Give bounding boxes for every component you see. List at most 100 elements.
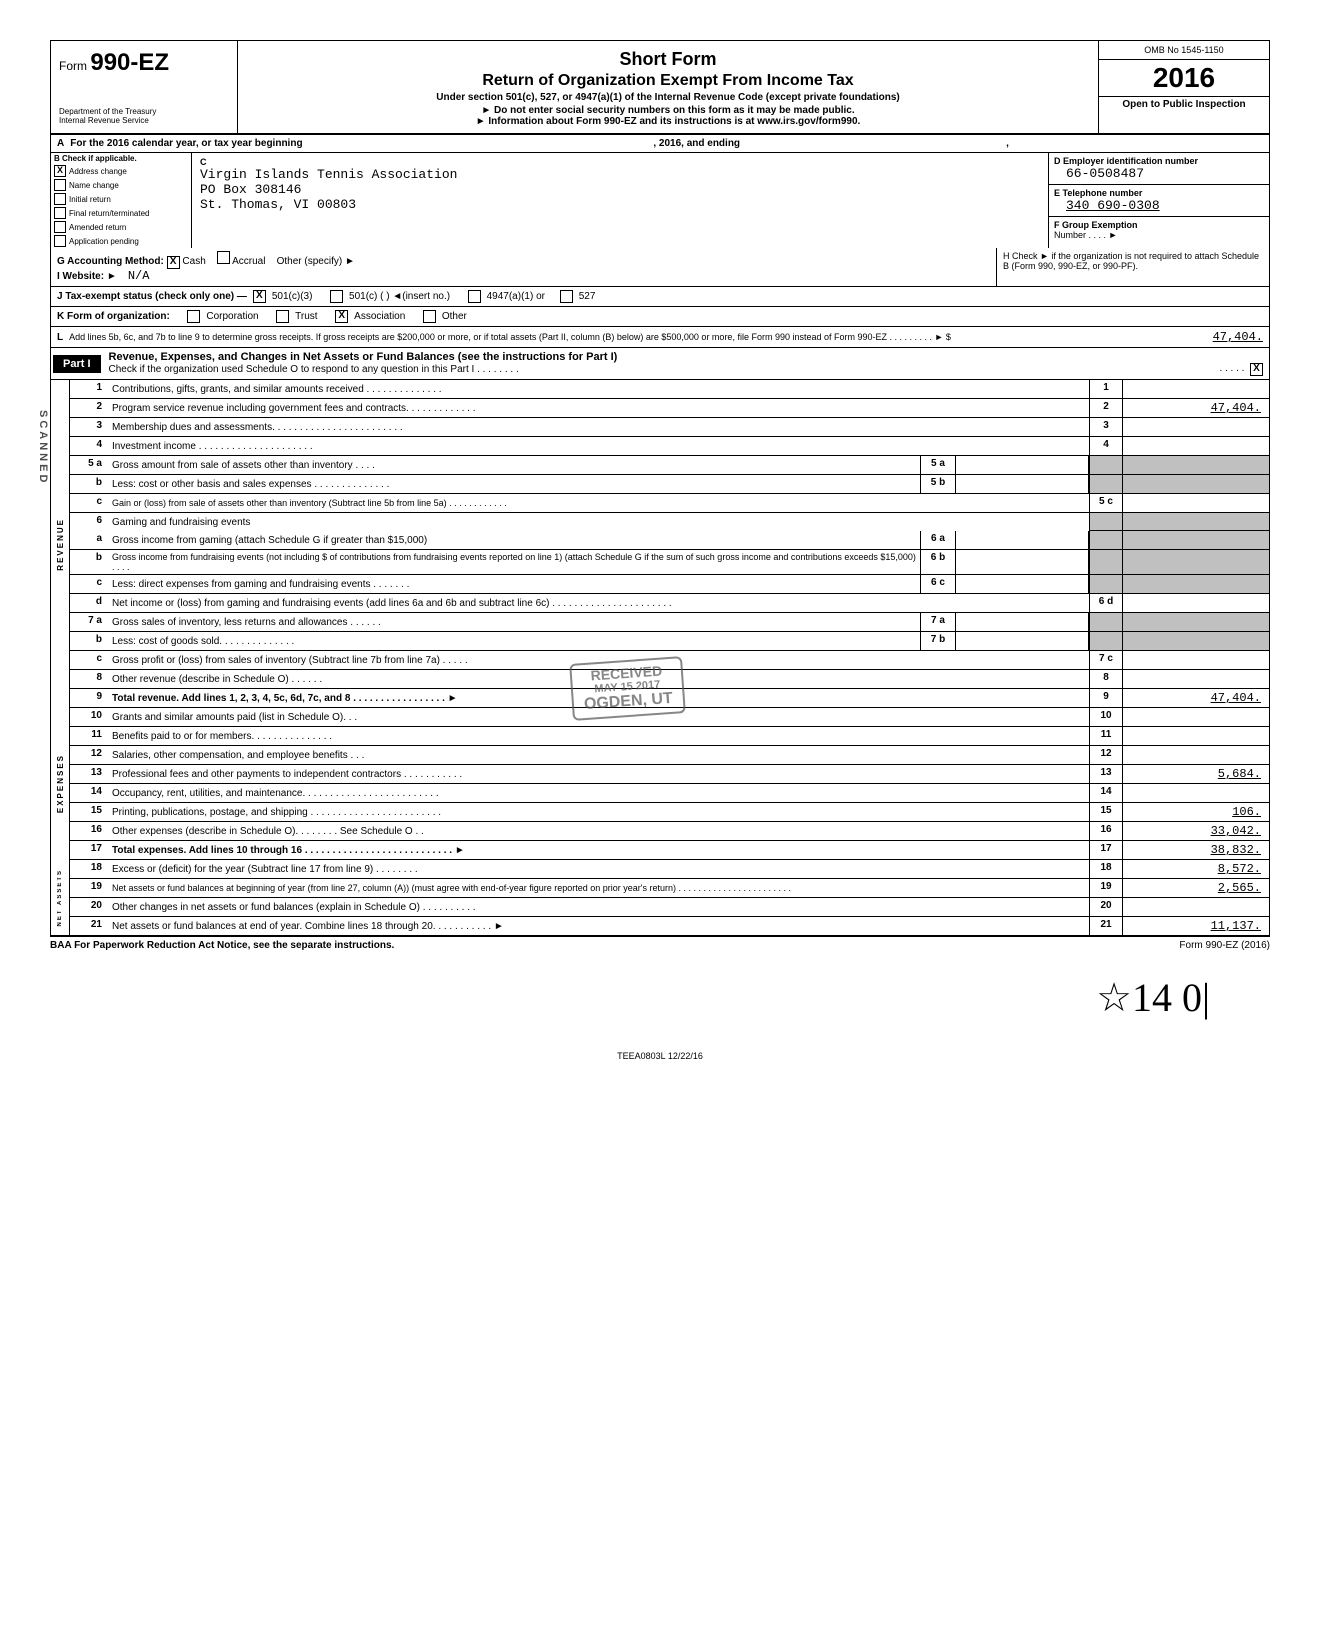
line-7b-midbox: 7 b: [920, 632, 956, 650]
chk-address-box[interactable]: X: [54, 165, 66, 177]
j-4947: 4947(a)(1) or: [487, 291, 545, 302]
col-c: C Virgin Islands Tennis Association PO B…: [192, 153, 1049, 248]
form-header: Form 990-EZ Department of the Treasury I…: [50, 40, 1270, 135]
line-16-nbox: 16: [1089, 822, 1122, 840]
row-gih: G Accounting Method: X Cash Accrual Othe…: [50, 248, 1270, 287]
line-6d-desc: Net income or (loss) from gaming and fun…: [108, 594, 1089, 612]
line-6b-midamt: [956, 550, 1089, 574]
part1-title-wrap: Revenue, Expenses, and Changes in Net As…: [103, 348, 1269, 379]
line-21-nbox: 21: [1089, 917, 1122, 935]
line-6b-nbox: [1089, 550, 1122, 574]
chk-initial-lbl: Initial return: [69, 195, 111, 204]
line-21-num: 21: [70, 917, 108, 935]
chk-amended-box[interactable]: [54, 221, 66, 233]
g-cash: Cash: [182, 256, 205, 267]
signature: ☆14 0|: [50, 954, 1270, 1021]
j-501c-box[interactable]: [330, 290, 343, 303]
line-10-amt: [1122, 708, 1269, 726]
d-box: D Employer identification number 66-0508…: [1049, 153, 1269, 185]
form-prefix-text: Form: [59, 59, 87, 73]
chk-app-lbl: Application pending: [69, 237, 139, 246]
org-city: St. Thomas, VI 00803: [200, 197, 1040, 212]
chk-initial: Initial return: [51, 192, 191, 206]
k-trust-box[interactable]: [276, 310, 289, 323]
k-other-box[interactable]: [423, 310, 436, 323]
k-assoc-box[interactable]: X: [335, 310, 348, 323]
line-13-desc: Professional fees and other payments to …: [108, 765, 1089, 783]
part1-title: Revenue, Expenses, and Changes in Net As…: [109, 351, 1263, 363]
line-5c: c Gain or (loss) from sale of assets oth…: [70, 494, 1269, 513]
line-14-nbox: 14: [1089, 784, 1122, 802]
chk-app-box[interactable]: [54, 235, 66, 247]
line-7c-desc: Gross profit or (loss) from sales of inv…: [108, 651, 1089, 669]
line-7a-desc: Gross sales of inventory, less returns a…: [108, 613, 920, 631]
line-12-num: 12: [70, 746, 108, 764]
row-l: L Add lines 5b, 6c, and 7b to line 9 to …: [50, 327, 1270, 348]
line-5b-nbox: [1089, 475, 1122, 493]
line-6c: c Less: direct expenses from gaming and …: [70, 575, 1269, 594]
j-4947-box[interactable]: [468, 290, 481, 303]
g-accr: Accrual: [232, 256, 265, 267]
open-public: Open to Public Inspection: [1099, 97, 1269, 112]
line-18: 18 Excess or (deficit) for the year (Sub…: [70, 860, 1269, 879]
right-box: OMB No 1545-1150 2016 Open to Public Ins…: [1099, 41, 1269, 133]
col-c-letter: C: [200, 157, 1040, 167]
line-18-nbox: 18: [1089, 860, 1122, 878]
line-6c-desc: Less: direct expenses from gaming and fu…: [108, 575, 920, 593]
line-5a-midamt: [956, 456, 1089, 474]
line-3-desc: Membership dues and assessments. . . . .…: [108, 418, 1089, 436]
chk-initial-box[interactable]: [54, 193, 66, 205]
row-h: H Check ► if the organization is not req…: [996, 248, 1269, 286]
line-5b-desc: Less: cost or other basis and sales expe…: [108, 475, 920, 493]
part1-sub-box[interactable]: X: [1250, 363, 1263, 376]
f-box: F Group Exemption Number . . . . ►: [1049, 217, 1269, 243]
g-cash-box[interactable]: X: [167, 256, 180, 269]
line-2-nbox: 2: [1089, 399, 1122, 417]
line-9-desc: Total revenue. Add lines 1, 2, 3, 4, 5c,…: [108, 689, 1089, 707]
line-19-desc: Net assets or fund balances at beginning…: [108, 879, 1089, 897]
l-text: Add lines 5b, 6c, and 7b to line 9 to de…: [69, 332, 951, 343]
line-7b-amt: [1122, 632, 1269, 650]
g-accr-box[interactable]: [217, 251, 230, 264]
chk-name-lbl: Name change: [69, 181, 119, 190]
line-3: 3 Membership dues and assessments. . . .…: [70, 418, 1269, 437]
line-15-num: 15: [70, 803, 108, 821]
line-7a-num: 7 a: [70, 613, 108, 631]
k-other: Other: [442, 311, 467, 322]
chk-final-box[interactable]: [54, 207, 66, 219]
line-5a-amt: [1122, 456, 1269, 474]
subtitle: Under section 501(c), 527, or 4947(a)(1)…: [244, 92, 1092, 103]
line-15-amt: 106.: [1122, 803, 1269, 821]
title-box: Short Form Return of Organization Exempt…: [238, 41, 1099, 133]
chk-name-box[interactable]: [54, 179, 66, 191]
revenue-side: REVENUE: [51, 380, 70, 708]
line-19: 19 Net assets or fund balances at beginn…: [70, 879, 1269, 898]
dept-box: Department of the Treasury Internal Reve…: [59, 107, 229, 125]
j-527-box[interactable]: [560, 290, 573, 303]
line-7c-num: c: [70, 651, 108, 669]
netassets-lines: 18 Excess or (deficit) for the year (Sub…: [70, 860, 1269, 935]
line-6b-num: b: [70, 550, 108, 574]
j-501c: 501(c) ( ) ◄(insert no.): [349, 291, 450, 302]
h-text: H Check ► if the organization is not req…: [1003, 251, 1259, 271]
k-corp-box[interactable]: [187, 310, 200, 323]
arrow1: ► Do not enter social security numbers o…: [244, 105, 1092, 116]
line-18-amt: 8,572.: [1122, 860, 1269, 878]
j-501c3-box[interactable]: X: [253, 290, 266, 303]
row-g: G Accounting Method: X Cash Accrual Othe…: [57, 251, 990, 269]
k-assoc: Association: [354, 311, 405, 322]
line-7b-num: b: [70, 632, 108, 650]
line-16: 16 Other expenses (describe in Schedule …: [70, 822, 1269, 841]
i-val: N/A: [128, 269, 150, 283]
chk-amended-lbl: Amended return: [69, 223, 126, 232]
line-12-amt: [1122, 746, 1269, 764]
line-5b-num: b: [70, 475, 108, 493]
form-number-text: 990-EZ: [90, 49, 169, 76]
line-17: 17 Total expenses. Add lines 10 through …: [70, 841, 1269, 860]
title2: Return of Organization Exempt From Incom…: [244, 72, 1092, 90]
chk-address-lbl: Address change: [69, 167, 127, 176]
row-i: I Website: ► N/A: [57, 269, 990, 283]
netassets-side-label: NET ASSETS: [57, 869, 63, 926]
f-label: F Group Exemption: [1054, 220, 1264, 230]
line-1-desc: Contributions, gifts, grants, and simila…: [108, 380, 1089, 398]
